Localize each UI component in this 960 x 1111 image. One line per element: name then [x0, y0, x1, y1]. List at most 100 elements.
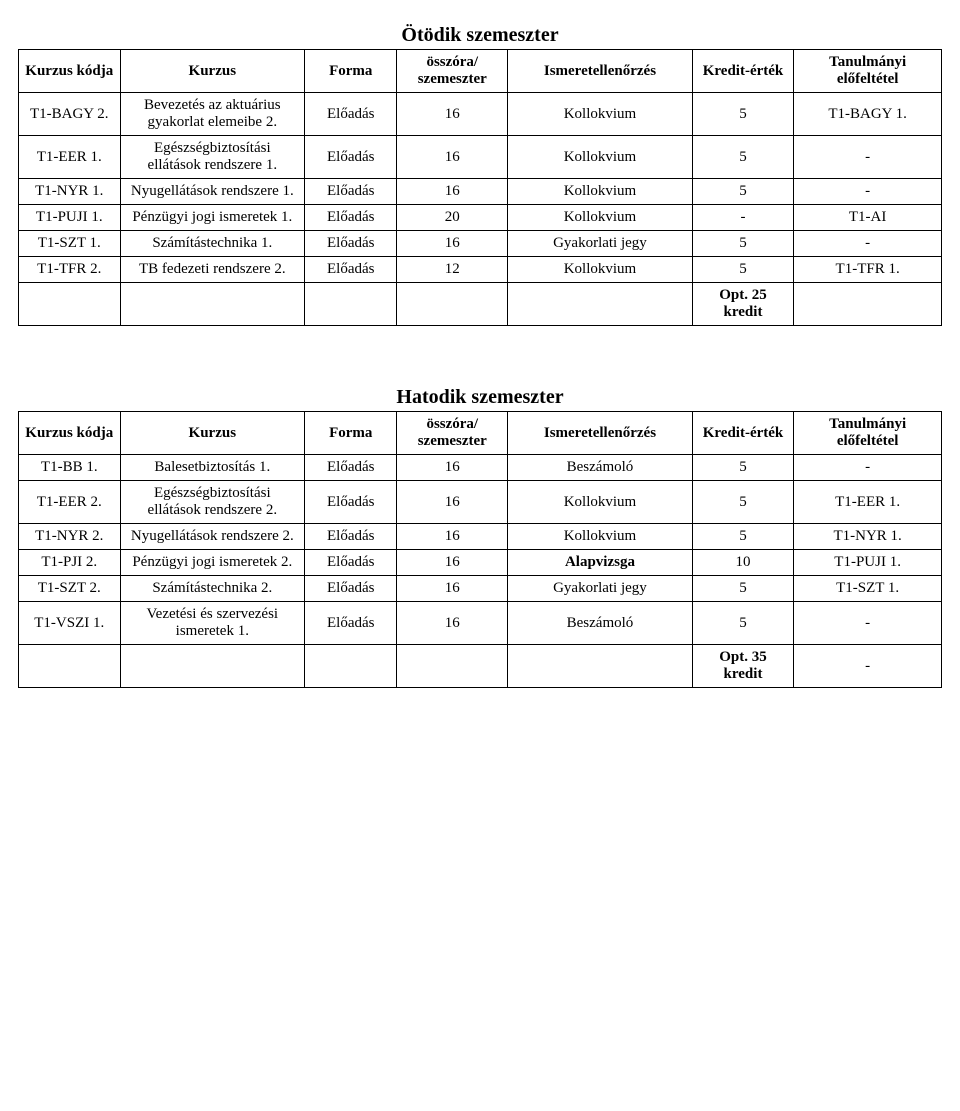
- course-hours: 16: [397, 231, 508, 257]
- course-name: Számítástechnika 2.: [120, 576, 305, 602]
- course-credit: 5: [692, 602, 794, 645]
- course-form: Előadás: [305, 455, 397, 481]
- course-exam: Gyakorlati jegy: [508, 576, 693, 602]
- course-form: Előadás: [305, 481, 397, 524]
- empty-cell: [305, 283, 397, 326]
- course-code: T1-PUJI 1.: [19, 205, 121, 231]
- summary-row: Opt. 35 kredit-: [19, 645, 942, 688]
- course-credit: 5: [692, 231, 794, 257]
- course-hours: 20: [397, 205, 508, 231]
- course-form: Előadás: [305, 231, 397, 257]
- course-exam: Kollokvium: [508, 481, 693, 524]
- course-form: Előadás: [305, 524, 397, 550]
- course-name: Nyugellátások rendszere 2.: [120, 524, 305, 550]
- column-header: Ismeretellenőrzés: [508, 412, 693, 455]
- table-row: T1-PJI 2.Pénzügyi jogi ismeretek 2.Előad…: [19, 550, 942, 576]
- table-row: T1-SZT 2.Számítástechnika 2.Előadás16Gya…: [19, 576, 942, 602]
- course-prereq: T1-NYR 1.: [794, 524, 942, 550]
- table-row: T1-EER 1.Egészségbiztosítási ellátások r…: [19, 136, 942, 179]
- course-exam: Kollokvium: [508, 93, 693, 136]
- course-code: T1-PJI 2.: [19, 550, 121, 576]
- course-exam: Kollokvium: [508, 136, 693, 179]
- course-exam: Beszámoló: [508, 455, 693, 481]
- empty-cell: [397, 283, 508, 326]
- table-title: Hatodik szemeszter: [18, 386, 942, 409]
- course-prereq: -: [794, 602, 942, 645]
- course-code: T1-EER 1.: [19, 136, 121, 179]
- course-prereq: T1-TFR 1.: [794, 257, 942, 283]
- course-credit: 5: [692, 481, 794, 524]
- column-header: Tanulmányi előfeltétel: [794, 50, 942, 93]
- table-row: T1-NYR 2.Nyugellátások rendszere 2.Előad…: [19, 524, 942, 550]
- course-hours: 16: [397, 455, 508, 481]
- course-prereq: T1-EER 1.: [794, 481, 942, 524]
- course-prereq: -: [794, 455, 942, 481]
- course-prereq: T1-PUJI 1.: [794, 550, 942, 576]
- course-table: Kurzus kódjaKurzusFormaösszóra/ szemeszt…: [18, 49, 942, 326]
- course-hours: 16: [397, 93, 508, 136]
- course-table: Kurzus kódjaKurzusFormaösszóra/ szemeszt…: [18, 411, 942, 688]
- course-form: Előadás: [305, 179, 397, 205]
- course-name: Egészségbiztosítási ellátások rendszere …: [120, 481, 305, 524]
- table-row: T1-EER 2.Egészségbiztosítási ellátások r…: [19, 481, 942, 524]
- course-hours: 16: [397, 576, 508, 602]
- course-code: T1-SZT 2.: [19, 576, 121, 602]
- course-credit: 5: [692, 136, 794, 179]
- course-name: Egészségbiztosítási ellátások rendszere …: [120, 136, 305, 179]
- column-header: Tanulmányi előfeltétel: [794, 412, 942, 455]
- course-code: T1-BB 1.: [19, 455, 121, 481]
- empty-cell: [305, 645, 397, 688]
- course-name: Bevezetés az aktuárius gyakorlat elemeib…: [120, 93, 305, 136]
- summary-row: Opt. 25 kredit: [19, 283, 942, 326]
- course-credit: 5: [692, 257, 794, 283]
- summary-credit: Opt. 25 kredit: [692, 283, 794, 326]
- course-form: Előadás: [305, 550, 397, 576]
- summary-prereq: -: [794, 645, 942, 688]
- empty-cell: [508, 645, 693, 688]
- course-credit: -: [692, 205, 794, 231]
- course-hours: 16: [397, 524, 508, 550]
- course-code: T1-SZT 1.: [19, 231, 121, 257]
- course-code: T1-TFR 2.: [19, 257, 121, 283]
- course-code: T1-VSZI 1.: [19, 602, 121, 645]
- empty-cell: [19, 645, 121, 688]
- course-prereq: T1-BAGY 1.: [794, 93, 942, 136]
- course-code: T1-NYR 2.: [19, 524, 121, 550]
- course-hours: 16: [397, 136, 508, 179]
- course-credit: 5: [692, 524, 794, 550]
- column-header: Ismeretellenőrzés: [508, 50, 693, 93]
- empty-cell: [120, 645, 305, 688]
- table-title: Ötödik szemeszter: [18, 24, 942, 47]
- table-row: T1-TFR 2.TB fedezeti rendszere 2.Előadás…: [19, 257, 942, 283]
- column-header: összóra/ szemeszter: [397, 412, 508, 455]
- column-header: Kurzus kódja: [19, 50, 121, 93]
- course-name: Vezetési és szervezési ismeretek 1.: [120, 602, 305, 645]
- course-credit: 5: [692, 93, 794, 136]
- empty-cell: [19, 283, 121, 326]
- empty-cell: [120, 283, 305, 326]
- course-credit: 5: [692, 179, 794, 205]
- course-prereq: -: [794, 231, 942, 257]
- column-header: összóra/ szemeszter: [397, 50, 508, 93]
- course-name: TB fedezeti rendszere 2.: [120, 257, 305, 283]
- course-credit: 5: [692, 576, 794, 602]
- course-exam: Kollokvium: [508, 205, 693, 231]
- table-header-row: Kurzus kódjaKurzusFormaösszóra/ szemeszt…: [19, 412, 942, 455]
- course-form: Előadás: [305, 257, 397, 283]
- column-header: Kurzus: [120, 50, 305, 93]
- course-exam: Alapvizsga: [508, 550, 693, 576]
- course-exam: Kollokvium: [508, 179, 693, 205]
- course-hours: 16: [397, 602, 508, 645]
- course-exam: Gyakorlati jegy: [508, 231, 693, 257]
- course-hours: 16: [397, 550, 508, 576]
- course-prereq: T1-AI: [794, 205, 942, 231]
- table-header-row: Kurzus kódjaKurzusFormaösszóra/ szemeszt…: [19, 50, 942, 93]
- table-row: T1-SZT 1.Számítástechnika 1.Előadás16Gya…: [19, 231, 942, 257]
- column-header: Forma: [305, 412, 397, 455]
- course-code: T1-EER 2.: [19, 481, 121, 524]
- course-exam: Kollokvium: [508, 524, 693, 550]
- table-row: T1-NYR 1.Nyugellátások rendszere 1.Előad…: [19, 179, 942, 205]
- summary-credit: Opt. 35 kredit: [692, 645, 794, 688]
- course-form: Előadás: [305, 602, 397, 645]
- table-row: T1-BAGY 2.Bevezetés az aktuárius gyakorl…: [19, 93, 942, 136]
